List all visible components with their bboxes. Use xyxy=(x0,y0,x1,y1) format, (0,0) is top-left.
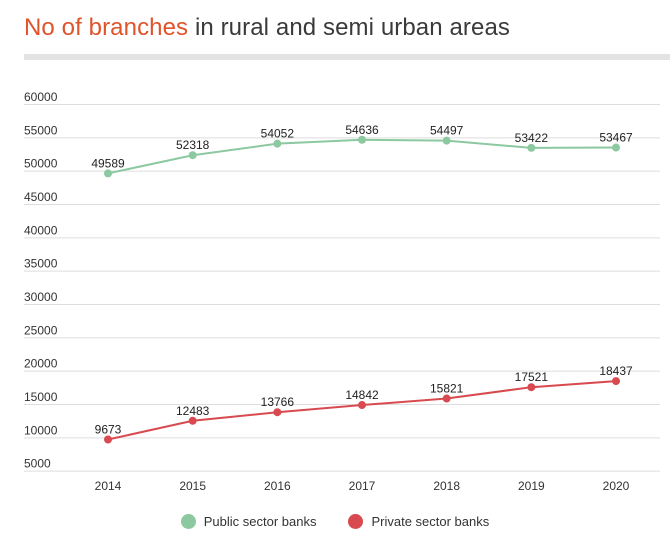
title-divider xyxy=(24,54,670,60)
data-label-public: 54636 xyxy=(345,123,379,137)
data-label-public: 53422 xyxy=(515,131,549,145)
y-tick-label: 35000 xyxy=(24,257,58,271)
x-tick-label: 2017 xyxy=(349,479,376,493)
y-tick-label: 15000 xyxy=(24,390,58,404)
y-tick-label: 25000 xyxy=(24,323,58,337)
data-point-public xyxy=(612,143,620,152)
y-tick-label: 40000 xyxy=(24,223,58,237)
chart-title-highlight: No of branches xyxy=(24,14,189,41)
y-tick-label: 10000 xyxy=(24,423,58,437)
legend-swatch-private xyxy=(348,514,364,529)
legend-item-public[interactable]: Public sector banks xyxy=(180,514,317,529)
data-point-private xyxy=(188,416,197,425)
y-tick-label: 55000 xyxy=(24,123,58,137)
legend-swatch-public xyxy=(180,514,196,529)
x-tick-label: 2018 xyxy=(433,479,460,493)
legend-label-public: Public sector banks xyxy=(203,514,317,529)
data-label-private: 9673 xyxy=(95,423,122,437)
chart-title-rest: in rural and semi urban areas xyxy=(188,14,511,41)
y-tick-label: 50000 xyxy=(24,157,58,171)
x-tick-label: 2020 xyxy=(603,479,630,493)
data-point-private xyxy=(527,383,536,392)
data-point-private xyxy=(358,401,366,410)
data-label-private: 17521 xyxy=(515,370,549,384)
data-point-public xyxy=(358,135,366,144)
y-tick-label: 20000 xyxy=(24,357,58,371)
legend-item-private[interactable]: Private sector banks xyxy=(348,514,489,529)
data-point-private xyxy=(104,435,112,444)
data-label-private: 18437 xyxy=(599,364,633,378)
line-chart: 5000 10000 15000 20000 25000 30000 35000 40000 4… xyxy=(24,90,660,493)
y-tick-label: 30000 xyxy=(24,290,58,304)
x-tick-label: 2019 xyxy=(518,479,545,493)
x-tick-label: 2014 xyxy=(95,479,122,493)
legend-label-private: Private sector banks xyxy=(371,514,490,529)
y-tick-label: 45000 xyxy=(24,190,58,204)
data-label-public: 53467 xyxy=(599,131,633,145)
x-tick-label: 2015 xyxy=(179,479,206,493)
data-point-public xyxy=(442,136,451,145)
data-label-public: 54497 xyxy=(430,124,464,138)
data-point-public xyxy=(104,169,112,178)
data-label-public: 49589 xyxy=(91,156,125,170)
data-point-private xyxy=(442,394,451,403)
y-tick-label: 5000 xyxy=(24,457,51,471)
data-label-private: 12483 xyxy=(176,404,210,418)
data-label-public: 52318 xyxy=(176,138,210,152)
data-label-private: 14842 xyxy=(345,388,379,402)
data-point-public xyxy=(273,139,282,148)
x-tick-label: 2016 xyxy=(264,479,291,493)
data-point-public xyxy=(527,143,536,152)
y-tick-label: 60000 xyxy=(24,90,58,104)
data-label-private: 13766 xyxy=(261,395,295,409)
data-point-private xyxy=(612,377,620,386)
chart-title: No of branches in rural and semi urban a… xyxy=(24,14,510,42)
legend: Public sector banks Private sector banks xyxy=(0,514,670,529)
data-point-private xyxy=(273,408,282,417)
data-point-public xyxy=(188,151,197,160)
data-label-private: 15821 xyxy=(430,382,464,396)
data-label-public: 54052 xyxy=(261,127,295,141)
